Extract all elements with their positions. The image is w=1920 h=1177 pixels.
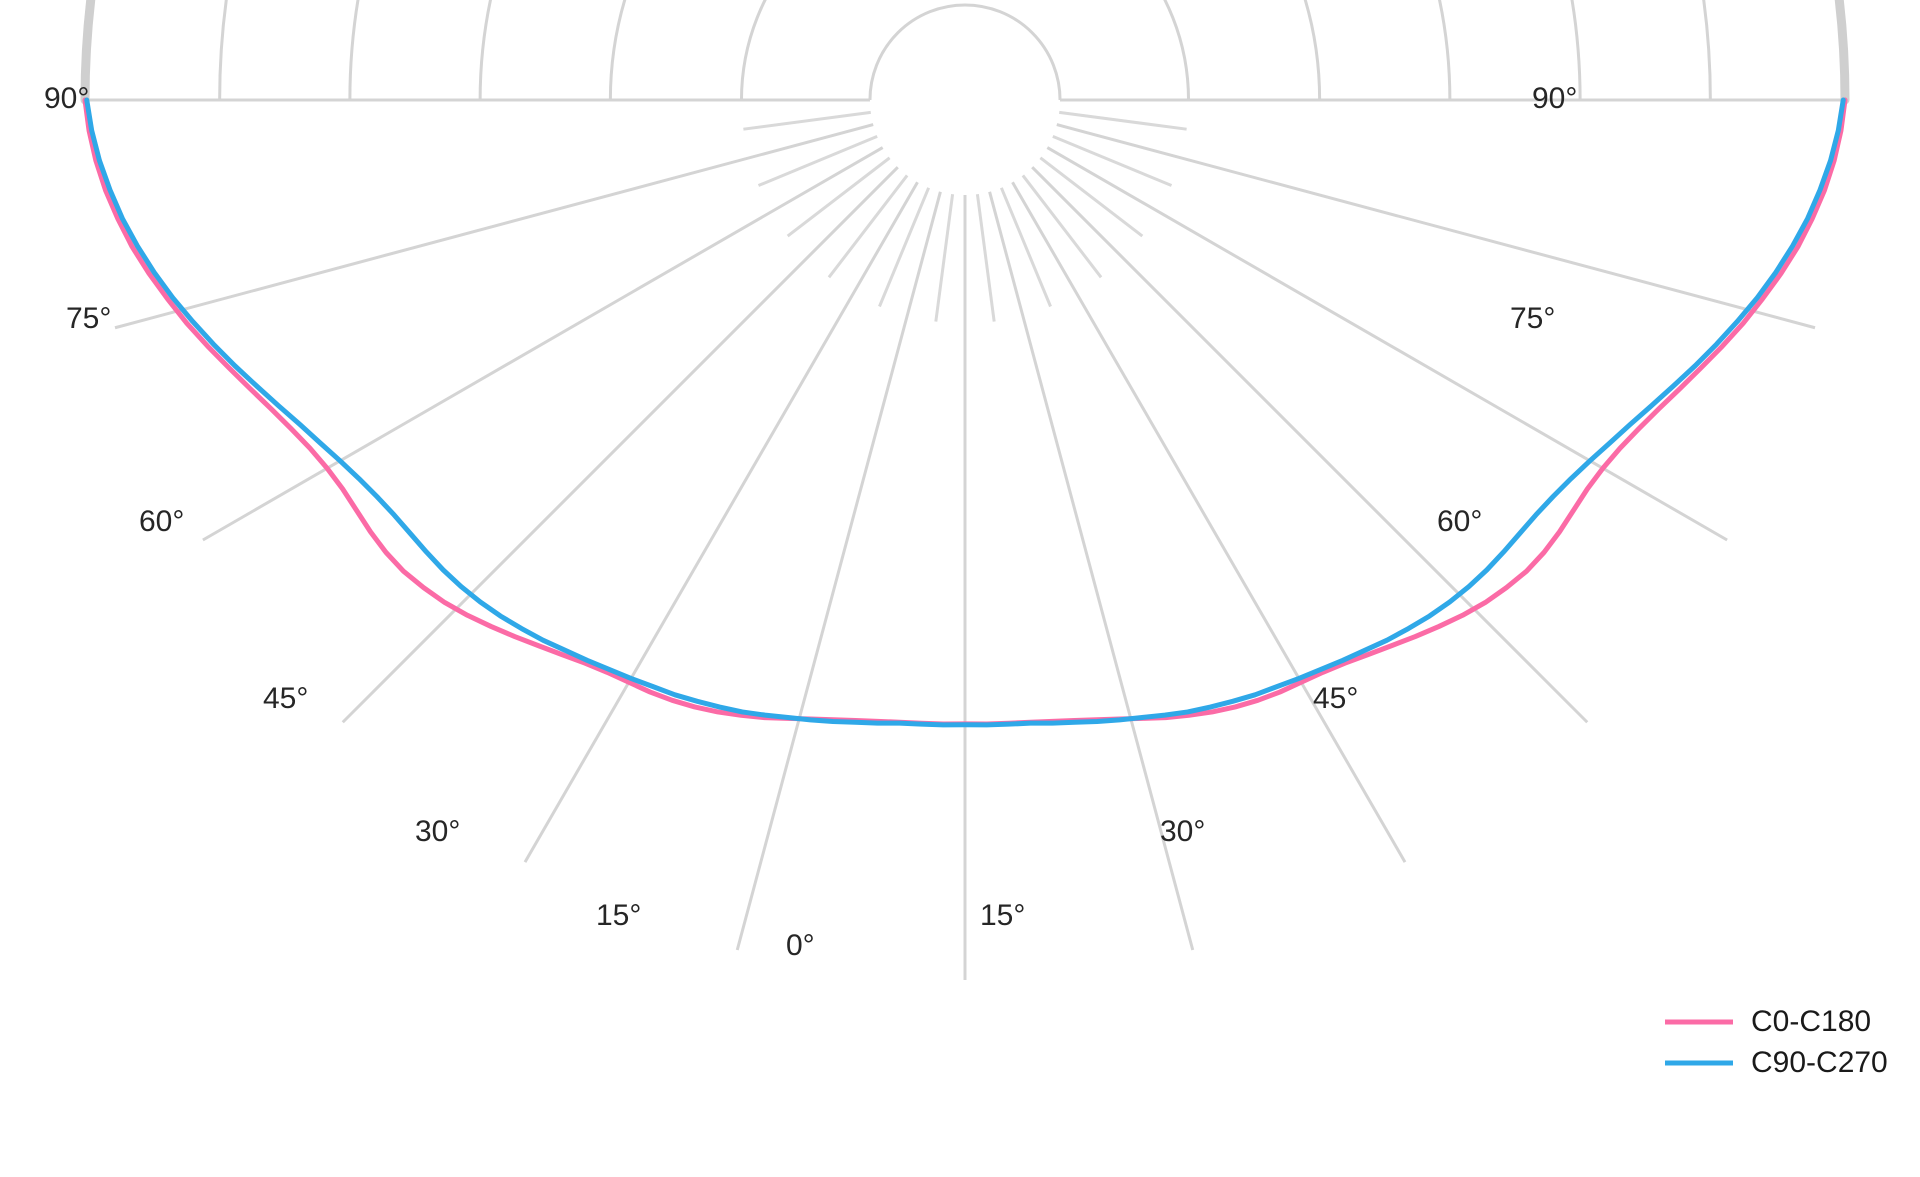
grid-ring (608, 0, 1322, 101)
grid-spoke (1056, 123, 1816, 330)
chart-legend: C0-C180 C90-C270 (1665, 1005, 1888, 1079)
grid-spoke-minor (786, 156, 891, 238)
grid-spoke (523, 181, 919, 863)
angle-tick-60deg-left: 60° (139, 505, 184, 538)
angle-tick-30deg-left: 30° (415, 815, 460, 848)
grid-spoke (114, 123, 874, 330)
grid-ring (868, 3, 1062, 101)
grid-spoke-minor (934, 194, 955, 322)
grid-spoke-minor (743, 110, 871, 131)
angle-tick-75deg-left: 75° (66, 302, 111, 335)
grid-spoke-minor (1059, 110, 1187, 131)
grid-ring (218, 0, 1712, 101)
grid-spoke-minor (975, 194, 996, 322)
grid-spoke-minor (878, 187, 931, 308)
angle-tick-labels: 90° 75° 60° 45° 30° 15° 0° 15° 30° 45° 60° 75° 90° (44, 82, 1577, 962)
angle-tick-90deg-left: 90° (44, 82, 89, 115)
grid-spoke-minor (757, 134, 878, 187)
grid-ring (478, 0, 1452, 101)
angle-tick-90deg-right: 90° (1532, 82, 1577, 115)
grid-spoke (1046, 146, 1728, 542)
grid-spoke (735, 191, 942, 951)
angle-tick-15deg-left: 15° (596, 899, 641, 932)
grid-spoke-minor (827, 174, 909, 279)
grid-spoke-minor (1021, 174, 1103, 279)
series-curve-c90-c270 (84, 97, 1846, 728)
grid-spoke-minor (999, 187, 1052, 308)
grid-spoke (1031, 166, 1589, 724)
angle-tick-45deg-right: 45° (1313, 682, 1358, 715)
angle-tick-60deg-right: 60° (1437, 505, 1482, 538)
legend-label-1: C90-C270 (1751, 1046, 1888, 1079)
grid-spoke-minor (1039, 156, 1144, 238)
grid-layer (80, 0, 1850, 980)
grid-spoke (1011, 181, 1407, 863)
angle-tick-0deg-center: 0° (786, 929, 815, 962)
grid-spoke (202, 146, 884, 542)
grid-spokes (85, 98, 1845, 980)
angle-tick-75deg-right: 75° (1510, 302, 1555, 335)
grid-spoke (988, 191, 1195, 951)
series-layer (82, 97, 1848, 728)
grid-rings (218, 0, 1712, 101)
grid-ring (739, 0, 1191, 101)
grid-ring (348, 0, 1582, 101)
grid-spoke (341, 166, 899, 724)
grid-spoke-minor (1052, 134, 1173, 187)
angle-tick-15deg-right: 15° (980, 899, 1025, 932)
angle-tick-30deg-right: 30° (1160, 815, 1205, 848)
legend-label-0: C0-C180 (1751, 1005, 1871, 1038)
angle-tick-45deg-left: 45° (263, 682, 308, 715)
